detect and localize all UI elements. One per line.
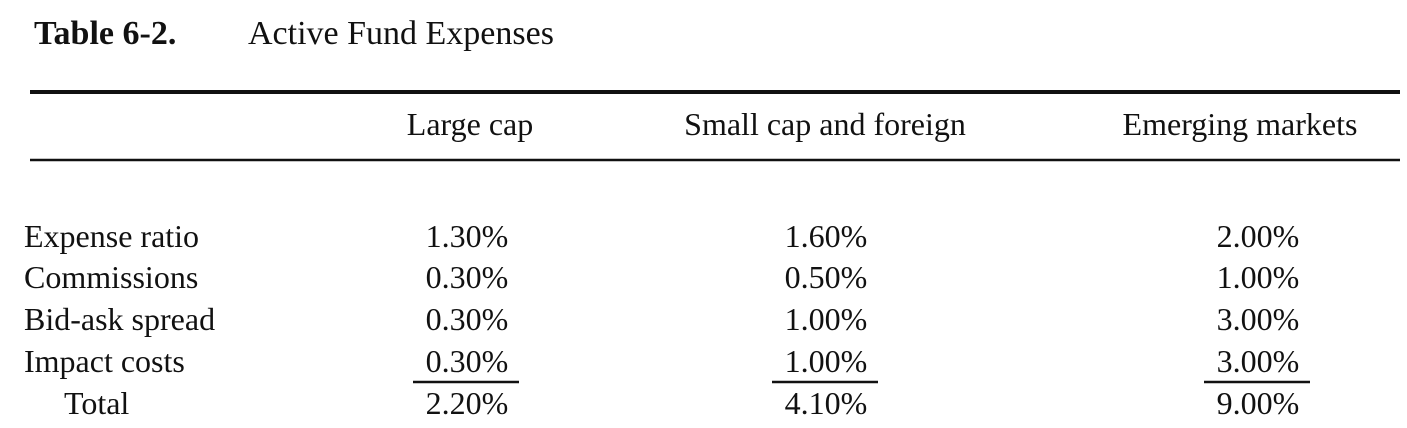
cell-value: 3.00% — [1217, 343, 1300, 379]
table-number: Table 6-2. — [34, 15, 176, 52]
cell-value: 9.00% — [1217, 385, 1300, 421]
cell-value: 1.30% — [426, 218, 509, 254]
cell-value: 3.00% — [1217, 301, 1300, 337]
cell-value: 2.20% — [426, 385, 509, 421]
row-label: Commissions — [24, 259, 198, 295]
column-header: Small cap and foreign — [684, 106, 966, 142]
cell-value: 1.00% — [785, 301, 868, 337]
row-label: Impact costs — [24, 343, 185, 379]
cell-value: 1.60% — [785, 218, 868, 254]
cell-value: 2.00% — [1217, 218, 1300, 254]
cell-value: 1.00% — [1217, 259, 1300, 295]
cell-value: 0.30% — [426, 259, 509, 295]
cell-value: 1.00% — [785, 343, 868, 379]
column-header: Large cap — [407, 106, 533, 142]
column-header: Emerging markets — [1123, 106, 1358, 142]
cell-value: 0.50% — [785, 259, 868, 295]
table-title: Active Fund Expenses — [248, 15, 554, 52]
row-label: Total — [64, 385, 129, 421]
cell-value: 0.30% — [426, 343, 509, 379]
row-label: Expense ratio — [24, 218, 199, 254]
cell-value: 0.30% — [426, 301, 509, 337]
cell-value: 4.10% — [785, 385, 868, 421]
row-label: Bid-ask spread — [24, 301, 215, 337]
